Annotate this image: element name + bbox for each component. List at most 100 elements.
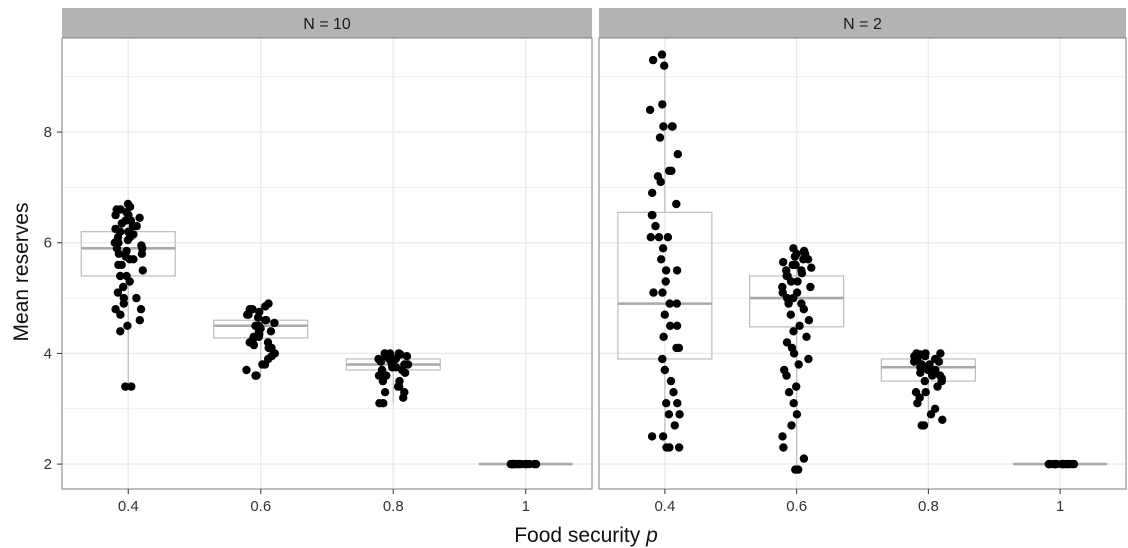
data-point bbox=[663, 233, 673, 242]
data-point bbox=[659, 332, 668, 341]
points-0.4 bbox=[110, 199, 147, 391]
data-point bbox=[116, 271, 125, 281]
data-point bbox=[799, 255, 808, 264]
x-tick-label: 0.8 bbox=[918, 498, 939, 515]
panel-1: N = 10 bbox=[61, 8, 593, 490]
data-point bbox=[920, 352, 930, 361]
data-point bbox=[116, 310, 125, 319]
data-point bbox=[647, 432, 657, 441]
data-point bbox=[129, 255, 138, 264]
data-point bbox=[934, 357, 944, 366]
data-point bbox=[789, 399, 798, 408]
data-point bbox=[928, 371, 937, 380]
data-point bbox=[664, 410, 674, 419]
data-point bbox=[792, 382, 801, 391]
y-tick-label: 8 bbox=[44, 124, 52, 141]
data-point bbox=[673, 399, 682, 408]
data-point bbox=[804, 354, 813, 364]
data-point bbox=[114, 260, 123, 270]
data-point bbox=[375, 399, 384, 408]
data-point bbox=[793, 277, 802, 286]
data-point bbox=[789, 327, 798, 336]
data-point bbox=[119, 299, 128, 308]
data-point bbox=[123, 321, 132, 330]
y-axis-title: Mean reserves bbox=[10, 203, 33, 342]
points-0.6 bbox=[778, 244, 816, 474]
data-point bbox=[779, 443, 788, 452]
data-point bbox=[672, 343, 681, 353]
data-point bbox=[673, 150, 682, 159]
data-point bbox=[261, 302, 270, 311]
points-0.8 bbox=[374, 349, 413, 408]
data-point bbox=[782, 338, 792, 347]
data-point bbox=[261, 316, 270, 325]
data-point bbox=[111, 210, 120, 220]
points-0.6 bbox=[242, 299, 279, 380]
data-point bbox=[400, 368, 410, 377]
data-point bbox=[646, 233, 655, 242]
data-point bbox=[399, 393, 408, 402]
data-point bbox=[660, 365, 669, 375]
data-point bbox=[249, 340, 259, 350]
data-point bbox=[666, 321, 675, 330]
data-point bbox=[936, 349, 945, 358]
points-1 bbox=[506, 459, 541, 469]
data-point bbox=[666, 376, 676, 386]
panel-strip bbox=[62, 8, 592, 38]
x-axis: 0.4 0.6 0.8 1 0.4 0.6 0.8 1 bbox=[118, 489, 1064, 515]
data-point bbox=[270, 318, 279, 328]
data-point bbox=[913, 399, 922, 408]
x-tick-label: 0.4 bbox=[118, 498, 139, 515]
data-point bbox=[919, 421, 929, 430]
data-point bbox=[111, 305, 120, 314]
data-point bbox=[258, 360, 267, 369]
data-point bbox=[778, 432, 787, 441]
data-point bbox=[797, 269, 807, 278]
data-point bbox=[662, 399, 671, 408]
data-point bbox=[654, 233, 664, 242]
data-point bbox=[648, 188, 657, 198]
data-point bbox=[658, 354, 667, 364]
data-point bbox=[665, 443, 674, 452]
data-point bbox=[123, 235, 133, 245]
data-point bbox=[113, 288, 123, 297]
data-point bbox=[807, 263, 816, 272]
data-point bbox=[786, 277, 796, 286]
data-point bbox=[787, 421, 796, 430]
data-point bbox=[799, 454, 809, 463]
data-point bbox=[672, 321, 682, 330]
panel-2: N = 2 bbox=[598, 8, 1127, 490]
data-point bbox=[657, 50, 667, 59]
data-point bbox=[802, 332, 811, 341]
data-point bbox=[792, 410, 802, 419]
data-point bbox=[1052, 459, 1062, 469]
data-point bbox=[393, 382, 403, 391]
data-point bbox=[128, 221, 138, 231]
data-point bbox=[253, 313, 263, 322]
data-point bbox=[782, 371, 791, 380]
y-tick-label: 6 bbox=[44, 235, 52, 252]
data-point bbox=[658, 432, 668, 441]
data-point bbox=[127, 382, 136, 391]
data-point bbox=[378, 376, 388, 386]
data-point bbox=[135, 213, 144, 222]
data-point bbox=[795, 321, 804, 330]
data-point bbox=[116, 327, 125, 336]
data-point bbox=[661, 266, 671, 275]
data-point bbox=[658, 100, 667, 109]
data-point bbox=[910, 357, 919, 366]
data-point bbox=[659, 122, 668, 131]
data-point bbox=[656, 177, 665, 187]
x-tick-label: 0.8 bbox=[383, 498, 404, 515]
data-point bbox=[794, 465, 803, 474]
data-point bbox=[1044, 459, 1054, 469]
data-point bbox=[648, 55, 658, 65]
data-point bbox=[921, 388, 930, 397]
data-point bbox=[926, 410, 936, 419]
data-point bbox=[135, 316, 144, 325]
data-point bbox=[660, 310, 669, 319]
data-point bbox=[933, 382, 942, 391]
data-point bbox=[645, 105, 655, 115]
data-point bbox=[136, 305, 146, 314]
